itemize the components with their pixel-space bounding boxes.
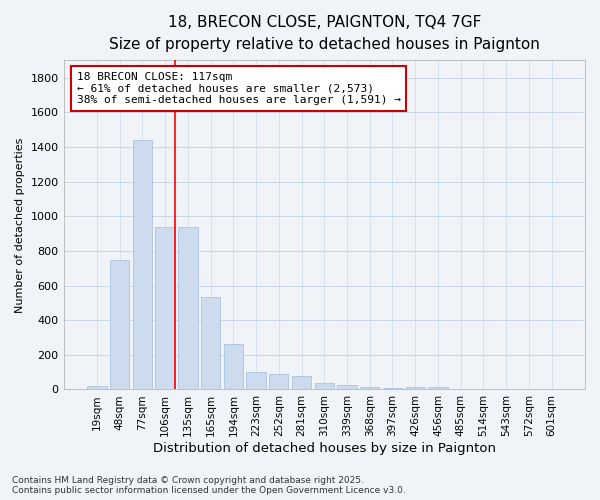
Bar (337, 385, 356, 390)
Bar (360, 387, 379, 390)
Bar (155, 226, 175, 390)
Bar (110, 260, 130, 390)
Bar (87, 386, 107, 390)
Bar (428, 388, 448, 390)
Bar (269, 374, 289, 390)
Bar (224, 344, 243, 390)
Text: 18 BRECON CLOSE: 117sqm
← 61% of detached houses are smaller (2,573)
38% of semi: 18 BRECON CLOSE: 117sqm ← 61% of detache… (77, 72, 401, 105)
Bar (406, 388, 425, 390)
Bar (451, 388, 470, 390)
Bar (519, 388, 539, 390)
Bar (178, 228, 197, 390)
X-axis label: Distribution of detached houses by size in Paignton: Distribution of detached houses by size … (153, 442, 496, 455)
Title: 18, BRECON CLOSE, PAIGNTON, TQ4 7GF
Size of property relative to detached houses: 18, BRECON CLOSE, PAIGNTON, TQ4 7GF Size… (109, 15, 540, 52)
Bar (247, 372, 266, 390)
Y-axis label: Number of detached properties: Number of detached properties (15, 137, 25, 312)
Text: Contains HM Land Registry data © Crown copyright and database right 2025.
Contai: Contains HM Land Registry data © Crown c… (12, 476, 406, 495)
Bar (292, 376, 311, 390)
Bar (133, 140, 152, 390)
Bar (474, 388, 493, 390)
Bar (201, 297, 220, 390)
Bar (496, 388, 516, 390)
Bar (314, 382, 334, 390)
Bar (383, 388, 402, 390)
